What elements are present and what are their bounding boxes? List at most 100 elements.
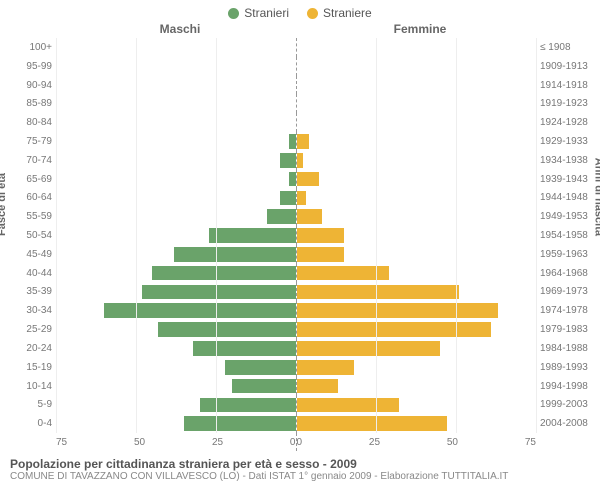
age-tick: 55-59	[8, 207, 56, 226]
birth-tick: 1999-2003	[536, 395, 592, 414]
bar-female	[297, 322, 492, 337]
bar-male	[225, 360, 295, 375]
age-tick: 0-4	[8, 414, 56, 433]
birth-tick: 2004-2008	[536, 414, 592, 433]
legend-female-label: Straniere	[323, 6, 372, 20]
birth-tick: 1989-1993	[536, 358, 592, 377]
pyramid-row	[56, 189, 536, 208]
pyramid-row	[56, 151, 536, 170]
x-tick: 0	[290, 437, 296, 448]
x-tick: 0	[297, 437, 303, 448]
header-female: Femmine	[300, 22, 540, 36]
age-tick: 90-94	[8, 76, 56, 95]
legend-male-label: Stranieri	[244, 6, 289, 20]
birth-tick: 1939-1943	[536, 170, 592, 189]
bar-male	[280, 191, 296, 206]
birth-tick: 1959-1963	[536, 245, 592, 264]
pyramid-chart: Fasce di età Anni di nascita 100+95-9990…	[0, 38, 600, 433]
age-tick: 45-49	[8, 245, 56, 264]
x-tick: 50	[134, 437, 145, 448]
birth-tick: 1979-1983	[536, 320, 592, 339]
pyramid-row	[56, 283, 536, 302]
gridline	[56, 38, 57, 433]
bar-female	[297, 416, 447, 431]
birth-tick: 1914-1918	[536, 76, 592, 95]
pyramid-row	[56, 207, 536, 226]
gridline	[456, 38, 457, 433]
bar-male	[209, 228, 295, 243]
x-tick: 25	[369, 437, 380, 448]
bar-male	[152, 266, 296, 281]
pyramid-row	[56, 57, 536, 76]
pyramid-row	[56, 264, 536, 283]
header-male: Maschi	[60, 22, 300, 36]
age-tick: 40-44	[8, 264, 56, 283]
bar-female	[297, 398, 399, 413]
legend-female: Straniere	[307, 6, 372, 20]
birth-tick: 1929-1933	[536, 132, 592, 151]
gridline	[136, 38, 137, 433]
pyramid-row	[56, 358, 536, 377]
bar-male	[193, 341, 295, 356]
pyramid-row	[56, 113, 536, 132]
bar-male	[158, 322, 295, 337]
birth-tick: ≤ 1908	[536, 38, 592, 57]
age-tick: 35-39	[8, 283, 56, 302]
bar-male	[174, 247, 295, 262]
bar-male	[200, 398, 296, 413]
age-tick: 10-14	[8, 377, 56, 396]
bar-female	[297, 209, 323, 224]
chart-footer: Popolazione per cittadinanza straniera p…	[0, 451, 600, 482]
pyramid-row	[56, 170, 536, 189]
age-tick: 20-24	[8, 339, 56, 358]
birth-tick: 1919-1923	[536, 94, 592, 113]
birth-tick: 1964-1968	[536, 264, 592, 283]
age-tick: 95-99	[8, 57, 56, 76]
birth-tick: 1924-1928	[536, 113, 592, 132]
bar-female	[297, 134, 310, 149]
pyramid-row	[56, 76, 536, 95]
bar-female	[297, 341, 441, 356]
x-tick: 25	[212, 437, 223, 448]
birth-tick: 1969-1973	[536, 283, 592, 302]
y-axis-label-left: Fasce di età	[0, 173, 8, 236]
birth-tick: 1909-1913	[536, 57, 592, 76]
age-tick: 50-54	[8, 226, 56, 245]
bar-female	[297, 360, 354, 375]
bar-female	[297, 228, 345, 243]
age-tick: 70-74	[8, 151, 56, 170]
legend: Stranieri Straniere	[0, 0, 600, 22]
bar-male	[184, 416, 296, 431]
bar-female	[297, 247, 345, 262]
birth-tick: 1944-1948	[536, 189, 592, 208]
age-axis: 100+95-9990-9485-8980-8475-7970-7465-696…	[8, 38, 56, 433]
pyramid-row	[56, 94, 536, 113]
x-tick: 75	[525, 437, 536, 448]
bar-male	[280, 153, 296, 168]
y-axis-label-right: Anni di nascita	[592, 157, 600, 235]
bar-male	[232, 379, 296, 394]
bar-female	[297, 191, 307, 206]
gridline	[216, 38, 217, 433]
gridline	[376, 38, 377, 433]
age-tick: 5-9	[8, 395, 56, 414]
pyramid-row	[56, 320, 536, 339]
bar-male	[142, 285, 295, 300]
age-tick: 75-79	[8, 132, 56, 151]
bar-female	[297, 153, 303, 168]
x-tick: 50	[447, 437, 458, 448]
pyramid-row	[56, 377, 536, 396]
swatch-male	[228, 8, 239, 19]
birth-tick: 1974-1978	[536, 301, 592, 320]
age-tick: 100+	[8, 38, 56, 57]
birth-tick: 1994-1998	[536, 377, 592, 396]
pyramid-row	[56, 38, 536, 57]
pyramid-row	[56, 245, 536, 264]
bars-area	[56, 38, 536, 433]
x-tick: 75	[56, 437, 67, 448]
age-tick: 30-34	[8, 301, 56, 320]
bar-female	[297, 172, 319, 187]
pyramid-row	[56, 226, 536, 245]
pyramid-row	[56, 339, 536, 358]
birth-tick: 1934-1938	[536, 151, 592, 170]
